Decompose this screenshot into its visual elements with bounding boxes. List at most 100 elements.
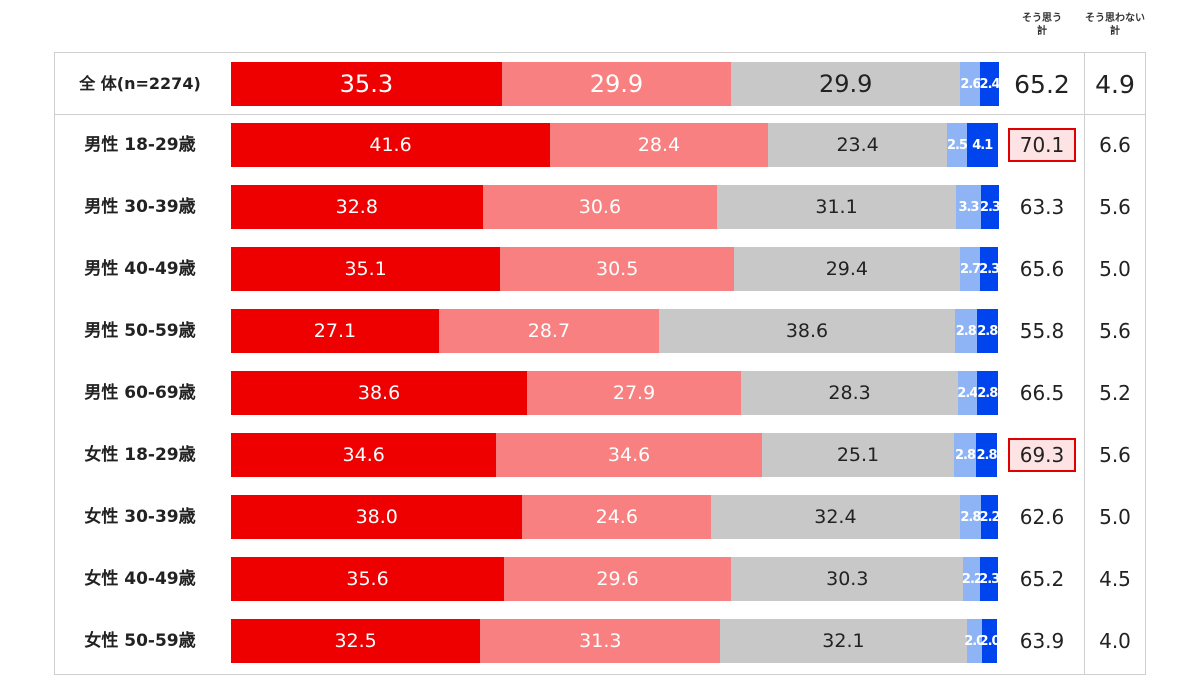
bar-segment: 31.1	[717, 185, 956, 229]
bar-segment: 2.3	[980, 185, 1001, 229]
bar-segment: 23.4	[767, 123, 948, 167]
disagree-total-value: 6.6	[1099, 133, 1131, 157]
bar-segment: 2.3	[979, 247, 1000, 291]
disagree-total-value: 4.9	[1095, 69, 1135, 99]
disagree-total-value: 4.0	[1099, 629, 1131, 653]
bar-segment: 27.9	[527, 371, 742, 415]
chart-row: 女性 50-59歳 32.5 31.3 32.1 2.0 2.0 63.9 4.0	[0, 619, 1200, 663]
agree-total-value: 69.3	[1008, 438, 1076, 472]
bar-segment: 2.2	[962, 557, 983, 601]
agree-total-value: 63.3	[1019, 195, 1065, 219]
bar-segment: 29.6	[504, 557, 732, 601]
disagree-total-header: そう思わない 計	[1079, 12, 1151, 38]
bar-segment: 2.6	[960, 62, 981, 106]
stacked-bar: 35.3 29.9 29.9 2.6 2.4	[231, 62, 1001, 106]
bar-segment: 2.8	[955, 309, 977, 353]
row-label: 女性 30-39歳	[84, 507, 196, 527]
bar-segment: 28.3	[741, 371, 959, 415]
bar-segment: 29.4	[734, 247, 960, 291]
bar-segment: 38.6	[231, 371, 528, 415]
row-label: 男性 18-29歳	[84, 135, 196, 155]
stacked-bar: 34.6 34.6 25.1 2.8 2.8	[231, 433, 998, 477]
stacked-bar: 35.6 29.6 30.3 2.2 2.3	[231, 557, 1000, 601]
bar-segment: 2.8	[954, 433, 976, 477]
disagree-total-value: 5.6	[1099, 319, 1131, 343]
stacked-bar: 41.6 28.4 23.4 2.5 4.1	[231, 123, 998, 167]
bar-segment: 2.8	[959, 495, 981, 539]
bar-segment: 2.8	[976, 371, 998, 415]
bar-segment: 35.3	[231, 62, 502, 106]
disagree-total-value: 5.0	[1099, 505, 1131, 529]
agree-total-value: 65.2	[1014, 69, 1070, 99]
bar-segment: 35.1	[231, 247, 501, 291]
stacked-bar: 32.8 30.6 31.1 3.3 2.3	[231, 185, 1001, 229]
stacked-bar: 32.5 31.3 32.1 2.0 2.0	[231, 619, 1001, 663]
bar-segment: 30.6	[482, 185, 718, 229]
bar-segment: 34.6	[496, 433, 762, 477]
stacked-bar: 35.1 30.5 29.4 2.7 2.3	[231, 247, 1000, 291]
agree-total-header-line2: 計	[1037, 26, 1047, 37]
bar-segment: 2.8	[975, 433, 998, 477]
agree-total-header-line1: そう思う	[1022, 13, 1062, 24]
chart-row: 男性 30-39歳 32.8 30.6 31.1 3.3 2.3 63.3 5.6	[0, 185, 1200, 229]
disagree-total-value: 4.5	[1099, 567, 1131, 591]
row-label: 男性 60-69歳	[84, 383, 196, 403]
bar-segment: 30.3	[731, 557, 964, 601]
bar-segment: 4.1	[966, 123, 998, 167]
stacked-bar: 27.1 28.7 38.6 2.8 2.8	[231, 309, 998, 353]
total-row-separator	[54, 114, 1146, 115]
bar-segment: 31.3	[480, 619, 721, 663]
agree-total-value: 65.2	[1019, 567, 1065, 591]
bar-segment: 24.6	[522, 495, 712, 539]
bar-segment: 2.3	[979, 557, 1000, 601]
bar-segment: 32.1	[720, 619, 967, 663]
bar-segment: 2.0	[980, 619, 1001, 663]
bar-segment: 32.8	[231, 185, 483, 229]
bar-segment: 29.9	[501, 62, 732, 106]
bar-segment: 30.5	[500, 247, 735, 291]
row-label: 男性 30-39歳	[84, 197, 196, 217]
bar-segment: 2.4	[957, 371, 978, 415]
bar-segment: 2.2	[980, 495, 1001, 539]
bar-segment: 2.8	[976, 309, 998, 353]
agree-total-value: 55.8	[1019, 319, 1065, 343]
stacked-bar: 38.6 27.9 28.3 2.4 2.8	[231, 371, 998, 415]
disagree-column-separator	[1084, 52, 1085, 675]
bar-segment: 38.0	[231, 495, 523, 539]
chart-row: 男性 50-59歳 27.1 28.7 38.6 2.8 2.8 55.8 5.6	[0, 309, 1200, 353]
bar-segment: 3.3	[955, 185, 982, 229]
bar-segment: 2.7	[959, 247, 981, 291]
bar-segment: 2.4	[980, 62, 1001, 106]
bar-segment: 41.6	[231, 123, 551, 167]
total-row: 全 体(n=2274) 35.3 29.9 29.9 2.6 2.4 65.2 4.9	[0, 62, 1200, 106]
row-label: 女性 18-29歳	[84, 445, 196, 465]
row-label: 全 体(n=2274)	[79, 74, 201, 93]
disagree-total-value: 5.2	[1099, 381, 1131, 405]
disagree-total-value: 5.6	[1099, 195, 1131, 219]
chart-row: 男性 40-49歳 35.1 30.5 29.4 2.7 2.3 65.6 5.0	[0, 247, 1200, 291]
bar-segment: 38.6	[658, 309, 956, 353]
row-label: 女性 50-59歳	[84, 631, 196, 651]
agree-total-value: 62.6	[1019, 505, 1065, 529]
chart-row: 女性 30-39歳 38.0 24.6 32.4 2.8 2.2 62.6 5.0	[0, 495, 1200, 539]
chart-row: 男性 18-29歳 41.6 28.4 23.4 2.5 4.1 70.1 6.6	[0, 123, 1200, 167]
stacked-bar: 38.0 24.6 32.4 2.8 2.2	[231, 495, 1001, 539]
chart-row: 女性 18-29歳 34.6 34.6 25.1 2.8 2.8 69.3 5.6	[0, 433, 1200, 477]
bar-segment: 32.4	[711, 495, 960, 539]
bar-segment: 29.9	[731, 62, 961, 106]
bar-segment: 28.7	[438, 309, 659, 353]
bar-segment: 32.5	[231, 619, 481, 663]
bar-segment: 27.1	[231, 309, 439, 353]
row-label: 男性 40-49歳	[84, 259, 196, 279]
bar-segment: 35.6	[231, 557, 505, 601]
disagree-total-value: 5.6	[1099, 443, 1131, 467]
bar-segment: 34.6	[231, 433, 497, 477]
agree-total-value: 65.6	[1019, 257, 1065, 281]
disagree-total-header-line1: そう思わない	[1085, 13, 1145, 24]
bar-segment: 2.0	[964, 619, 985, 663]
bar-segment: 25.1	[761, 433, 955, 477]
chart-row: 男性 60-69歳 38.6 27.9 28.3 2.4 2.8 66.5 5.2	[0, 371, 1200, 415]
disagree-total-header-line2: 計	[1110, 26, 1120, 37]
row-label: 男性 50-59歳	[84, 321, 196, 341]
